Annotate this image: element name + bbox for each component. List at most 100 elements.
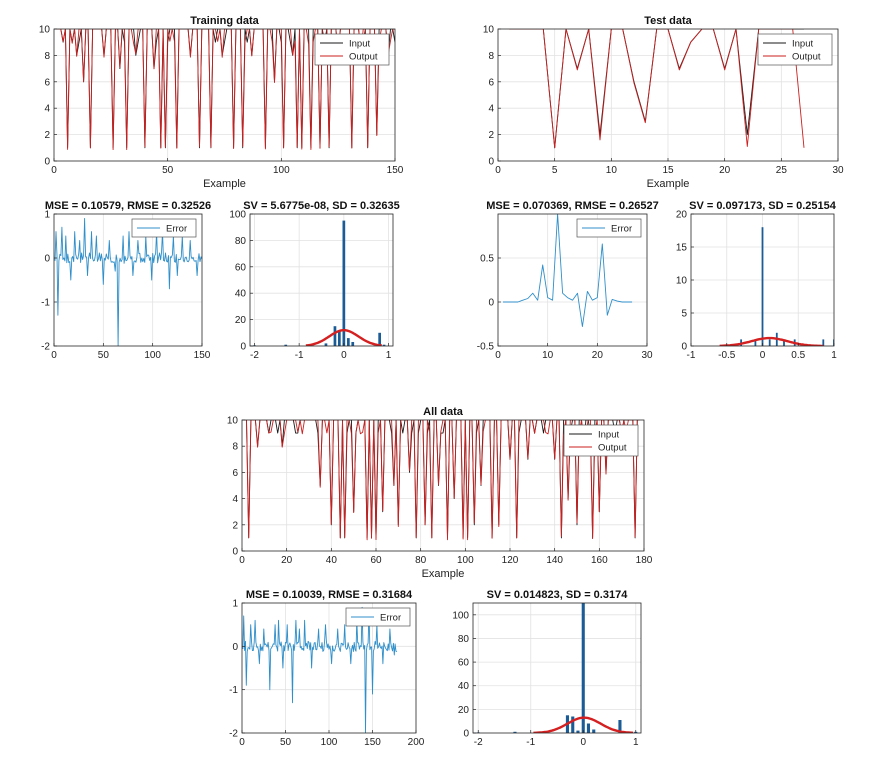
x-tick-label: 100 [321,737,338,748]
histogram-bar [581,603,585,733]
x-tick-label: 40 [326,555,338,566]
x-tick-label: 200 [408,737,425,748]
histogram-bar [833,339,834,346]
y-tick-label: 0 [681,342,687,353]
training-hist-data-layer [253,220,386,346]
y-tick-label: 20 [235,315,247,326]
x-tick-label: 100 [144,350,161,361]
x-tick-label: 20 [719,165,731,176]
all-error-legend: Error [345,607,411,627]
x-tick-label: 5 [552,165,558,176]
y-tick-label: 0.5 [480,254,494,265]
y-tick-label: 20 [458,705,470,716]
x-tick-label: 80 [415,555,427,566]
all-data-panel: 0 20 40 60 80 100 120 140 160 180 0 2 4 6 8 10 All data E… [227,406,653,580]
histogram-bar [342,220,346,346]
training-error-axes-box [53,213,203,347]
x-tick-label: -2 [474,737,483,748]
legend-label-error: Error [380,613,401,624]
y-tick-label: 80 [458,634,470,645]
y-tick-label: 1 [232,599,238,610]
x-tick-label: 15 [662,165,674,176]
all-error-panel: 0 50 100 150 200 -2 -1 0 1 MSE = 0.10039, RMSE = … [229,589,425,748]
y-tick-label: 2 [232,520,238,531]
y-tick-label: 0 [488,157,494,168]
y-tick-label: -1 [229,685,238,696]
x-tick-label: 20 [592,350,604,361]
histogram-bar [382,344,386,346]
histogram-bar [378,332,381,346]
x-tick-label: 1 [831,350,837,361]
legend-box [131,218,197,238]
histogram-bar [768,339,771,346]
x-tick-label: 0 [239,555,245,566]
x-tick-label: 50 [162,165,174,176]
legend-box [563,424,639,457]
test-error-legend: Error [576,218,642,238]
y-tick-label: 6 [488,77,494,88]
test-error-data-layer [503,214,633,328]
legend-box [345,607,411,627]
x-tick-label: 0 [239,737,245,748]
all-io-x-axis-label: Example [422,568,465,580]
x-tick-label: -1 [295,350,304,361]
training-data-panel: 0 50 100 150 0 2 4 6 8 10 Training data Example Inpu… [39,15,404,190]
legend-label-output: Output [792,52,821,63]
training-error-series-error [54,217,202,346]
x-tick-label: -0.5 [718,350,736,361]
all-io-series-output [244,420,640,541]
histogram-bar [347,338,350,346]
legend-label-error: Error [611,224,632,235]
training-hist-plot-bg [250,214,393,346]
x-tick-label: 20 [281,555,293,566]
all-io-data-layer [244,420,640,541]
legend-label-input: Input [792,39,813,50]
all-io-axes-box [241,419,645,552]
x-tick-label: 30 [832,165,844,176]
y-tick-label: 60 [458,658,470,669]
y-tick-label: 6 [44,77,50,88]
y-tick-label: 0 [463,729,469,740]
legend-box [314,33,390,66]
training-io-axes-box [53,28,396,162]
y-tick-label: 2 [44,130,50,141]
legend-label-input: Input [598,430,619,441]
histogram-bar [284,344,288,346]
histogram-bar [576,730,580,733]
y-tick-label: 0 [44,254,50,265]
test-error-axes-box [497,213,648,347]
legend-label-input: Input [349,39,370,50]
x-tick-label: 100 [273,165,290,176]
training-error-legend: Error [131,218,197,238]
y-tick-label: 10 [227,416,239,427]
training-hist-title: SV = 5.6775e-08, SD = 0.32635 [243,200,400,212]
y-tick-label: 0 [232,547,238,558]
histogram-bar [513,731,517,733]
x-tick-label: 50 [280,737,292,748]
all-error-data-layer [242,606,397,733]
y-tick-label: 8 [232,442,238,453]
y-tick-label: -1 [41,298,50,309]
x-tick-label: 0 [495,165,501,176]
x-tick-label: -2 [250,350,259,361]
x-tick-label: 10 [542,350,554,361]
test-data-panel: 0 5 10 15 20 25 30 0 2 4 6 8 10 Test data Example Input… [483,15,844,190]
all-hist-plot-bg [473,603,641,733]
histogram-bar [338,330,341,346]
x-tick-label: 10 [606,165,618,176]
legend-label-error: Error [166,224,187,235]
y-tick-label: 6 [232,468,238,479]
test-error-series-error [503,214,633,328]
y-tick-label: 100 [452,610,469,621]
all-hist-normal-fit-curve [533,716,634,733]
histogram-bar [333,326,337,346]
all-hist-axes-box [472,602,642,734]
all-error-title: MSE = 0.10039, RMSE = 0.31684 [246,589,413,601]
legend-label-output: Output [598,443,627,454]
y-tick-label: 0 [240,342,246,353]
x-tick-label: 0 [495,350,501,361]
y-tick-label: -2 [41,342,50,353]
y-tick-label: 4 [44,104,50,115]
